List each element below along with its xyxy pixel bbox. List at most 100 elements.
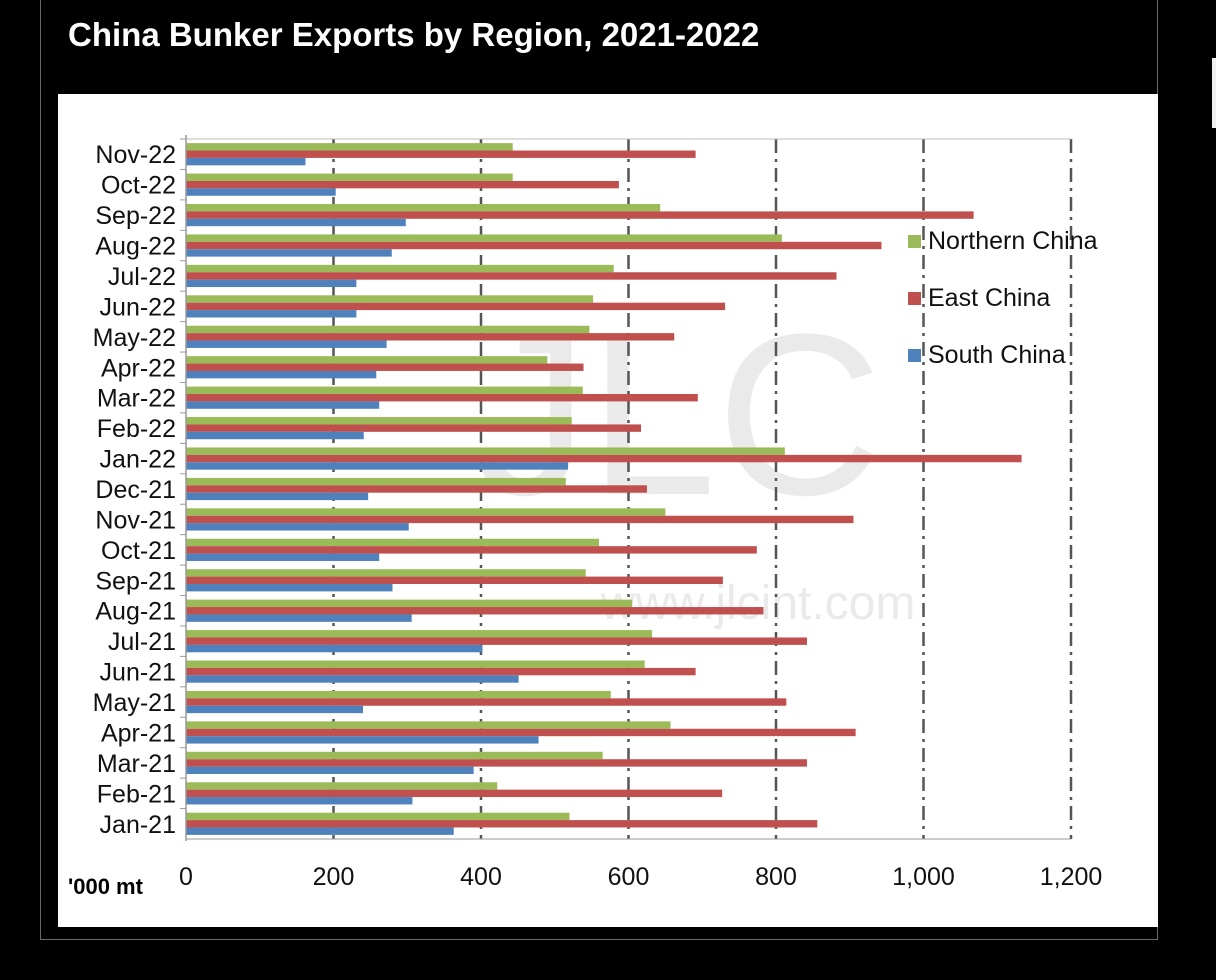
watermark-url: www.jlcint.com	[600, 577, 916, 630]
bar-northern-china	[186, 264, 614, 273]
chart-title: China Bunker Exports by Region, 2021-202…	[68, 16, 760, 53]
bar-east-china	[186, 820, 818, 828]
unit-label: '000 mt	[68, 874, 144, 899]
bar-east-china	[186, 759, 807, 767]
legend-swatch	[908, 235, 921, 248]
bar-northern-china	[186, 569, 586, 577]
bar-east-china	[186, 789, 723, 798]
bar-northern-china	[186, 234, 782, 242]
bar-northern-china	[186, 508, 666, 516]
bar-south-china	[186, 797, 413, 805]
bar-northern-china	[186, 325, 590, 334]
bar-northern-china	[186, 417, 572, 425]
y-tick-label: Jun-22	[100, 293, 176, 321]
legend-label: Northern China	[928, 227, 1098, 255]
bar-east-china	[186, 393, 698, 402]
x-tick-label: 200	[313, 863, 355, 891]
x-tick-label: 600	[608, 863, 650, 891]
chart-panel: JLC www.jlcint.com Jan-21 Feb-21 Mar-21 Apr-…	[58, 94, 1158, 927]
y-tick-label: Jul-22	[108, 263, 176, 291]
bar-northern-china	[186, 477, 566, 486]
bar-northern-china	[186, 386, 583, 394]
bar-northern-china	[186, 295, 594, 303]
bar-east-china	[186, 454, 1022, 463]
bar-east-china	[186, 272, 837, 280]
bar-east-china	[186, 485, 647, 493]
bar-northern-china	[186, 447, 785, 455]
x-tick-labels: 0 200 400 600 800 1,000 1,200	[179, 863, 1102, 891]
y-tick-label: Aug-22	[95, 233, 176, 261]
bar-northern-china	[186, 660, 645, 668]
bar-east-china	[186, 302, 726, 311]
bar-east-china	[186, 698, 787, 706]
bar-south-china	[186, 644, 483, 653]
edge-strip	[1212, 58, 1216, 128]
bar-northern-china	[186, 173, 513, 181]
bar-east-china	[186, 515, 854, 524]
y-tick-label: Sep-21	[95, 567, 176, 595]
bar-northern-china	[186, 812, 570, 821]
y-tick-label: May-21	[93, 689, 176, 717]
bar-south-china	[186, 614, 412, 622]
y-tick-label: Jan-22	[100, 446, 176, 474]
y-tick-label: Apr-21	[101, 719, 176, 747]
watermark-logo: JLC	[473, 286, 882, 543]
bar-east-china	[186, 667, 696, 676]
y-tick-label: Oct-22	[101, 172, 176, 200]
y-tick-label: Aug-21	[95, 598, 176, 626]
legend-label: South China	[928, 341, 1066, 369]
y-tick-label: Feb-22	[97, 415, 176, 443]
bar-east-china	[186, 728, 856, 737]
bar-east-china	[186, 150, 696, 158]
bar-northern-china	[186, 721, 671, 729]
bar-south-china	[186, 340, 387, 348]
y-tick-label: Nov-22	[95, 141, 176, 169]
bar-east-china	[186, 363, 584, 371]
y-tick-label: Mar-22	[97, 385, 176, 413]
axes	[180, 135, 1071, 841]
x-tick-label: 0	[179, 863, 193, 891]
legend-swatch	[908, 292, 921, 305]
bar-south-china	[186, 157, 306, 166]
y-tick-label: Oct-21	[101, 537, 176, 565]
x-tick-label: 800	[755, 863, 797, 891]
y-tick-label: Nov-21	[95, 506, 176, 534]
y-tick-label: May-22	[93, 324, 176, 352]
y-tick-label: Sep-22	[95, 202, 176, 230]
bar-south-china	[186, 218, 406, 227]
y-tick-label: Jan-21	[100, 811, 176, 839]
bar-east-china	[186, 180, 619, 189]
x-tick-label: 400	[460, 863, 502, 891]
x-tick-label: 1,200	[1040, 863, 1103, 891]
bar-east-china	[186, 607, 764, 615]
bar-south-china	[186, 370, 377, 379]
y-tick-label: Jun-21	[100, 659, 176, 687]
bar-south-china	[186, 675, 519, 683]
legend: Northern China East China South China	[908, 227, 1098, 369]
bar-east-china	[186, 576, 723, 585]
legend-label: East China	[928, 284, 1050, 312]
bar-northern-china	[186, 782, 498, 790]
bar-northern-china	[186, 356, 548, 364]
bar-south-china	[186, 584, 393, 592]
y-tick-label: Jul-21	[108, 628, 176, 656]
y-tick-label: Apr-22	[101, 354, 176, 382]
bar-east-china	[186, 241, 882, 250]
bar-northern-china	[186, 143, 513, 151]
bar-northern-china	[186, 751, 603, 760]
bar-northern-china	[186, 538, 599, 547]
bar-east-china	[186, 333, 675, 341]
x-tick-label: 1,000	[892, 863, 955, 891]
bar-south-china	[186, 431, 364, 440]
bar-northern-china	[186, 690, 611, 699]
bar-south-china	[186, 736, 539, 744]
bar-south-china	[186, 827, 454, 835]
bar-south-china	[186, 310, 357, 318]
bar-east-china	[186, 546, 757, 554]
bar-south-china	[186, 523, 409, 531]
bar-south-china	[186, 492, 369, 501]
bars	[186, 143, 1022, 835]
bar-east-china	[186, 424, 642, 432]
